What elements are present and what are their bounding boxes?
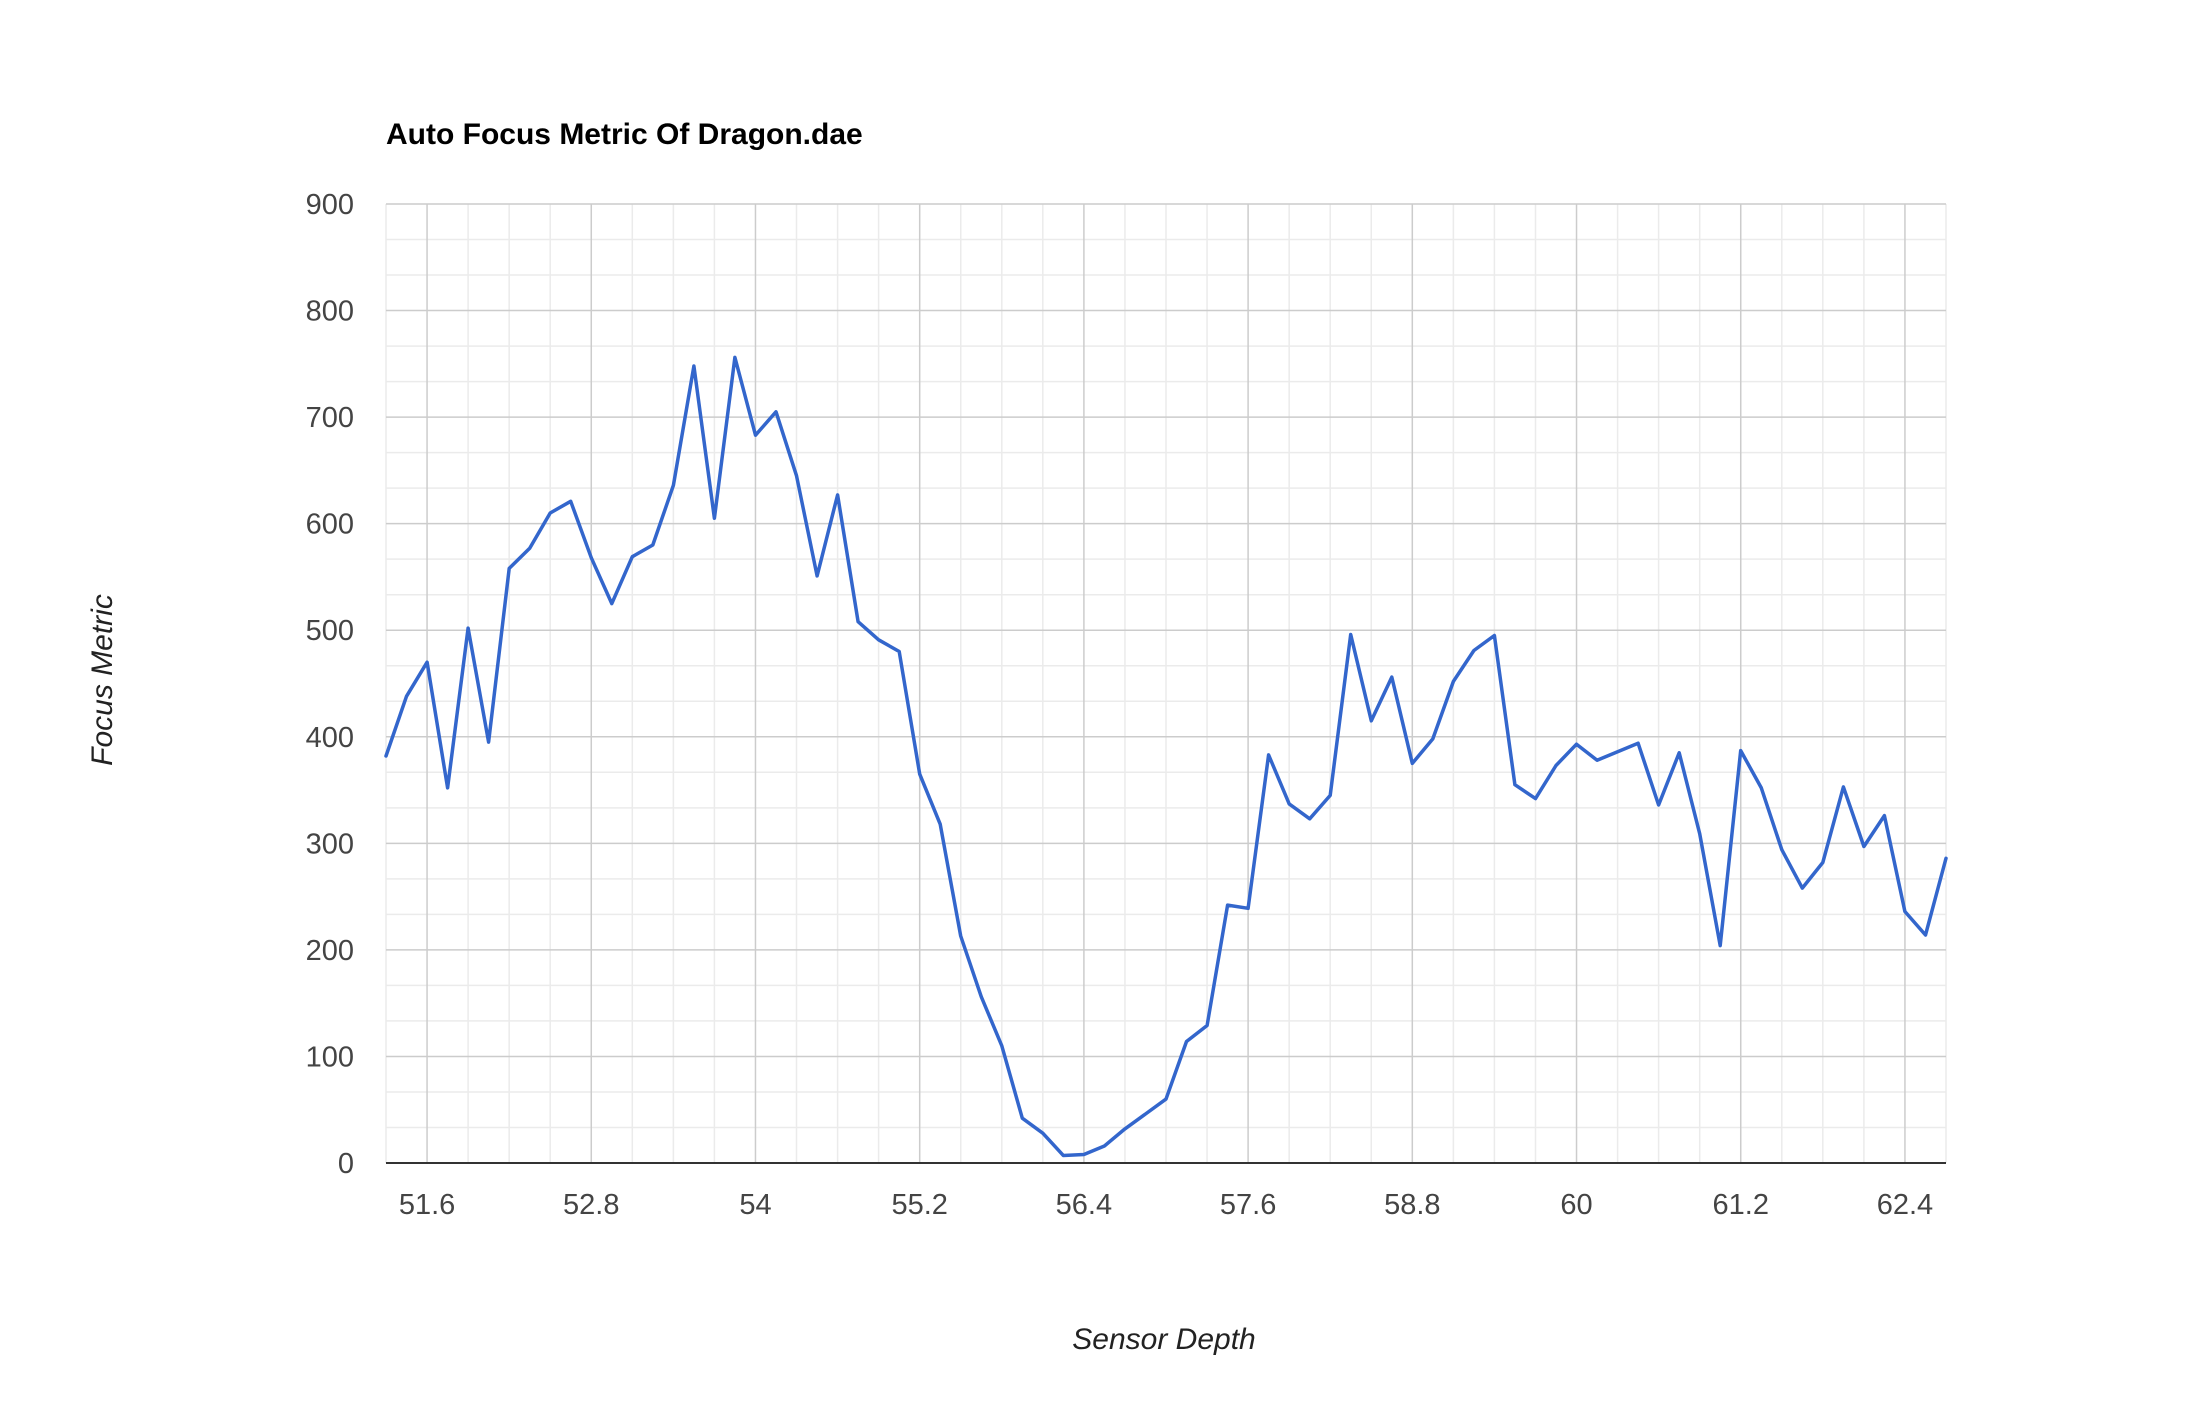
y-tick-label: 300 <box>306 828 354 860</box>
x-tick-label: 51.6 <box>399 1189 455 1221</box>
x-tick-label: 54 <box>739 1189 771 1221</box>
y-tick-label: 500 <box>306 615 354 647</box>
y-tick-label: 800 <box>306 296 354 328</box>
series-layer <box>384 355 1948 1158</box>
major-gridlines <box>386 203 1946 1163</box>
x-tick-label: 55.2 <box>891 1189 947 1221</box>
x-tick-label: 60 <box>1560 1189 1592 1221</box>
y-tick-label: 200 <box>306 935 354 967</box>
y-tick-label: 400 <box>306 722 354 754</box>
x-tick-label: 52.8 <box>563 1189 619 1221</box>
x-tick-label: 62.4 <box>1877 1189 1933 1221</box>
minor-gridlines <box>385 204 1947 1163</box>
x-tick-label: 61.2 <box>1713 1189 1769 1221</box>
series-line <box>384 355 1948 1158</box>
y-tick-label: 900 <box>306 189 354 221</box>
y-tick-labels: 0 100 200 300 400 500 600 700 800 900 <box>306 189 354 1180</box>
y-tick-label: 600 <box>306 509 354 541</box>
x-tick-label: 57.6 <box>1220 1189 1276 1221</box>
x-tick-label: 58.8 <box>1384 1189 1440 1221</box>
y-tick-label: 0 <box>338 1148 354 1180</box>
y-tick-label: 700 <box>306 402 354 434</box>
x-axis-title: Sensor Depth <box>1072 1323 1255 1356</box>
x-tick-label: 56.4 <box>1056 1189 1112 1221</box>
chart-title: Auto Focus Metric Of Dragon.dae <box>386 118 863 151</box>
x-tick-labels: 51.6 52.8 54 55.2 56.4 57.6 58.8 60 61.2 62.4 <box>399 1189 1933 1221</box>
y-tick-label: 100 <box>306 1041 354 1073</box>
y-axis-title: Focus Metric <box>86 594 119 766</box>
